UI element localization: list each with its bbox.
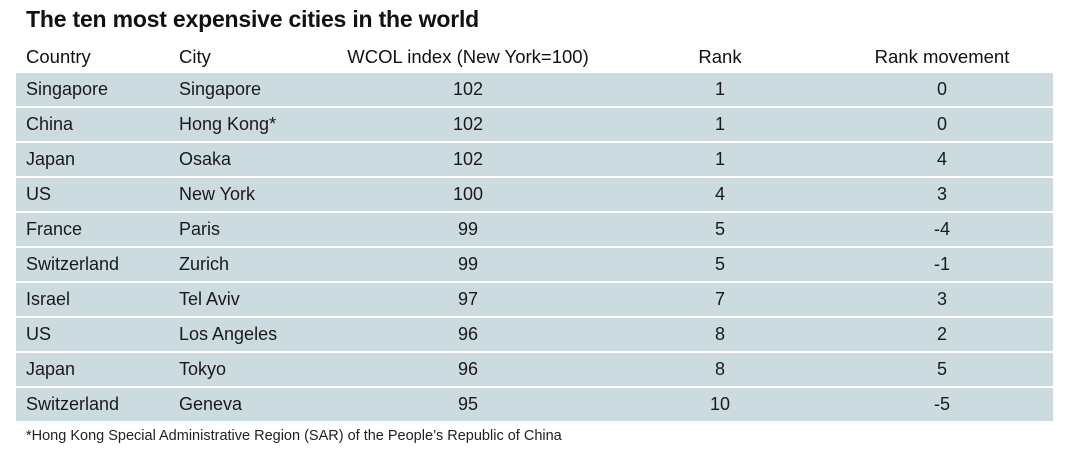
chart-title: The ten most expensive cities in the wor… [26,6,479,32]
cell-city: Hong Kong* [179,114,277,134]
cell-wcol-index: 102 [452,79,484,99]
cell-city: Los Angeles [179,324,278,344]
cell-rank: 5 [714,254,725,274]
cell-wcol-index: 99 [457,254,479,274]
header-rank-movement: Rank movement [874,45,1010,67]
table-row: US Los Angeles 96 8 2 [16,318,1053,353]
cell-rank: 8 [714,324,725,344]
table-body: Singapore Singapore 102 1 0 China Hong Kong* 10… [16,73,1053,423]
cell-rank: 10 [709,394,731,414]
cell-country: Switzerland [26,254,120,274]
cell-rank-movement: 0 [936,79,947,99]
cell-rank: 1 [714,114,725,134]
header-wcol-index: WCOL index (New York=100) [347,45,589,67]
cell-country: Japan [26,149,76,169]
table-row: France Paris 99 5 -4 [16,213,1053,248]
cities-table: Country City WCOL index (New York=100) R… [16,40,1053,423]
cell-rank-movement: 2 [936,324,947,344]
table-row: Singapore Singapore 102 1 0 [16,73,1053,108]
cell-country: France [26,219,83,239]
cell-rank: 8 [714,359,725,379]
cell-wcol-index: 100 [452,184,484,204]
table-header: Country City WCOL index (New York=100) R… [16,40,1053,73]
table-row: Israel Tel Aviv 97 7 3 [16,283,1053,318]
table-row: US New York 100 4 3 [16,178,1053,213]
cell-city: Tokyo [179,359,227,379]
cell-country: Israel [26,289,71,309]
footnote: *Hong Kong Special Administrative Region… [26,428,562,444]
cell-wcol-index: 102 [452,149,484,169]
cell-wcol-index: 96 [457,359,479,379]
cell-rank: 4 [714,184,725,204]
cell-rank-movement: -4 [933,219,950,239]
cell-city: Osaka [179,149,232,169]
header-city: City [179,45,211,67]
cell-wcol-index: 99 [457,219,479,239]
cell-city: Zurich [179,254,230,274]
cell-rank-movement: 3 [936,184,947,204]
table-row: Switzerland Zurich 99 5 -1 [16,248,1053,283]
cell-rank-movement: 3 [936,289,947,309]
cell-country: Singapore [26,79,109,99]
cell-rank: 5 [714,219,725,239]
cell-wcol-index: 96 [457,324,479,344]
cell-rank-movement: -1 [933,254,950,274]
cell-city: New York [179,184,256,204]
header-rank: Rank [698,45,742,67]
table-row: China Hong Kong* 102 1 0 [16,108,1053,143]
cell-city: Tel Aviv [179,289,240,309]
cell-rank: 1 [714,149,725,169]
cell-wcol-index: 95 [457,394,479,414]
cell-city: Singapore [179,79,262,99]
table-row: Japan Osaka 102 1 4 [16,143,1053,178]
cell-country: US [26,184,52,204]
table-row: Switzerland Geneva 95 10 -5 [16,388,1053,423]
cell-city: Paris [179,219,221,239]
cell-city: Geneva [179,394,243,414]
cell-wcol-index: 102 [452,114,484,134]
cell-rank-movement: 5 [936,359,947,379]
cell-rank-movement: 0 [936,114,947,134]
cell-country: US [26,324,52,344]
cell-rank: 7 [714,289,725,309]
table-row: Japan Tokyo 96 8 5 [16,353,1053,388]
cell-wcol-index: 97 [457,289,479,309]
cell-rank: 1 [714,79,725,99]
cell-rank-movement: -5 [933,394,950,414]
cell-country: Switzerland [26,394,120,414]
header-country: Country [26,45,91,67]
cell-rank-movement: 4 [936,149,947,169]
cell-country: Japan [26,359,76,379]
cell-country: China [26,114,74,134]
